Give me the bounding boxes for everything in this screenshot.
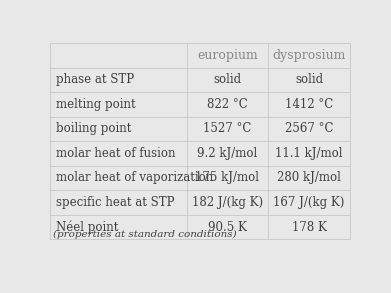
Text: molar heat of vaporization: molar heat of vaporization xyxy=(56,171,213,185)
Text: 90.5 K: 90.5 K xyxy=(208,221,247,234)
Text: dysprosium: dysprosium xyxy=(273,49,346,62)
Text: specific heat at STP: specific heat at STP xyxy=(56,196,174,209)
Text: 280 kJ/mol: 280 kJ/mol xyxy=(277,171,341,185)
Text: melting point: melting point xyxy=(56,98,135,111)
Text: boiling point: boiling point xyxy=(56,122,131,135)
Text: molar heat of fusion: molar heat of fusion xyxy=(56,147,175,160)
Text: 182 J/(kg K): 182 J/(kg K) xyxy=(192,196,263,209)
Text: 822 °C: 822 °C xyxy=(207,98,248,111)
Text: solid: solid xyxy=(295,73,323,86)
Text: europium: europium xyxy=(197,49,258,62)
Text: 9.2 kJ/mol: 9.2 kJ/mol xyxy=(197,147,258,160)
Text: 167 J/(kg K): 167 J/(kg K) xyxy=(273,196,345,209)
Text: 1412 °C: 1412 °C xyxy=(285,98,333,111)
Text: 11.1 kJ/mol: 11.1 kJ/mol xyxy=(275,147,343,160)
Text: 175 kJ/mol: 175 kJ/mol xyxy=(196,171,259,185)
Text: Néel point: Néel point xyxy=(56,220,118,234)
Text: phase at STP: phase at STP xyxy=(56,73,134,86)
Text: 178 K: 178 K xyxy=(292,221,326,234)
Text: solid: solid xyxy=(213,73,242,86)
Text: (properties at standard conditions): (properties at standard conditions) xyxy=(53,230,237,239)
Text: 2567 °C: 2567 °C xyxy=(285,122,334,135)
Text: 1527 °C: 1527 °C xyxy=(203,122,251,135)
